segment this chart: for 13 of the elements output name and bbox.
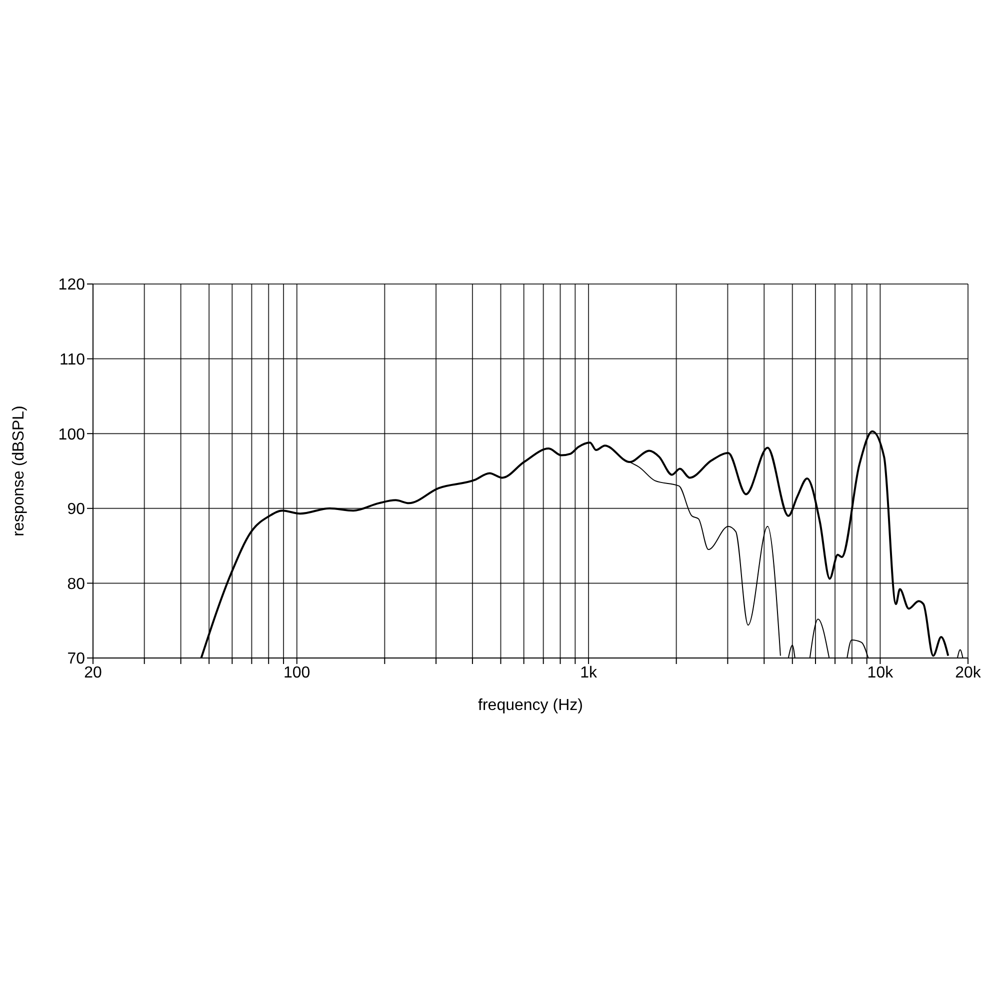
y-axis-title: response (dBSPL) [10,406,28,536]
y-tick-label: 120 [58,276,86,294]
x-tick-label: 20 [84,664,102,682]
y-tick-label: 100 [58,426,86,444]
x-axis-title: frequency (Hz) [478,697,583,714]
y-tick-label: 70 [67,650,86,668]
x-tick-label: 100 [284,664,310,682]
y-tick-label: 110 [59,351,86,368]
x-tick-label: 1k [580,664,598,682]
x-tick-label: 20k [955,664,982,682]
x-tick-label: 10k [867,664,894,682]
y-tick-label: 80 [67,576,86,593]
y-tick-label: 90 [67,501,86,518]
